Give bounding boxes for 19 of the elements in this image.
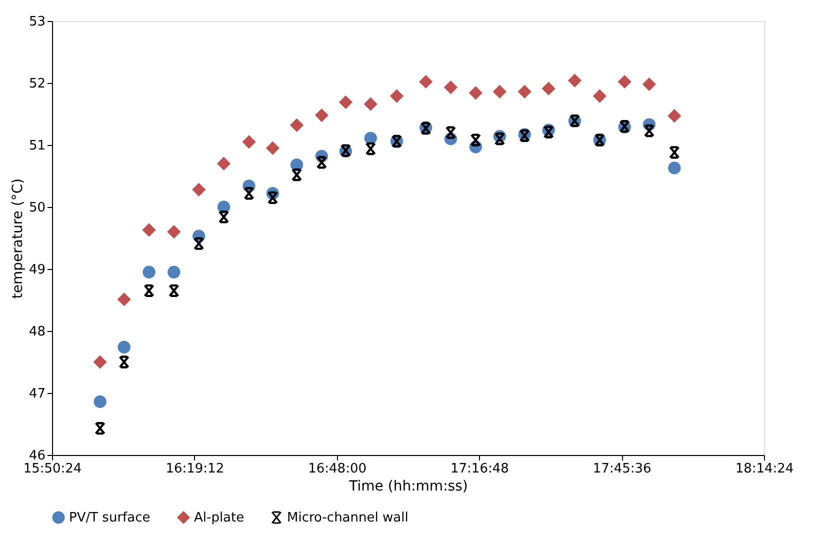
legend-label: Al-plate: [194, 510, 244, 526]
y-tick-label: 52: [28, 76, 46, 92]
y-tick-label: 51: [28, 138, 46, 154]
x-axis-title: Time (hh:mm:ss): [348, 478, 468, 494]
x-tick-label: 17:45:36: [592, 462, 652, 476]
legend-label: PV/T surface: [69, 510, 150, 526]
x-tick-label: 18:14:24: [735, 462, 794, 476]
y-tick-label: 53: [28, 14, 46, 30]
y-tick-label: 47: [28, 386, 46, 402]
y-tick-label: 48: [28, 324, 46, 340]
y-tick-label: 46: [28, 448, 46, 464]
y-tick-label: 50: [28, 200, 46, 216]
y-tick-label: 49: [28, 262, 46, 278]
x-tick-label: 17:16:48: [450, 462, 509, 476]
legend-label: Micro-channel wall: [287, 510, 408, 526]
x-tick-label: 16:19:12: [166, 462, 224, 476]
x-tick-label: 16:48:00: [308, 462, 366, 476]
y-axis-title: temperature (°C): [10, 178, 26, 299]
x-tick-label: 15:50:24: [23, 462, 82, 476]
